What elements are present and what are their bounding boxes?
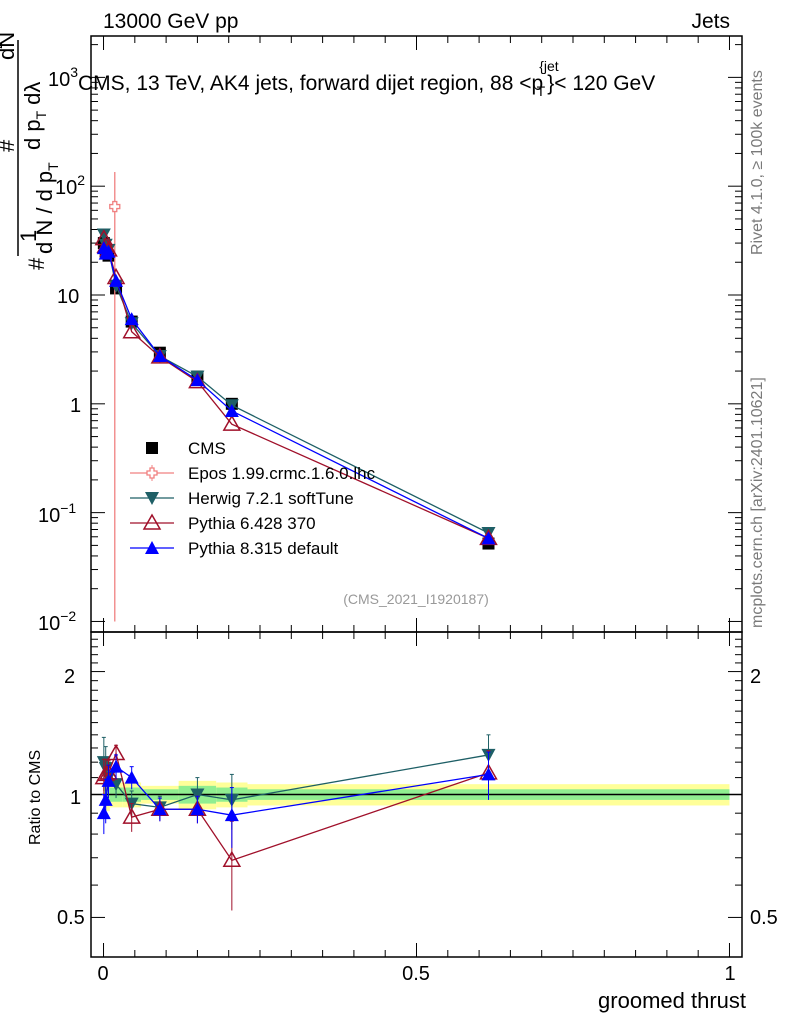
y-title-dlambda: dλ: [20, 82, 45, 105]
ratio-y-tick-2-left: 2: [64, 666, 75, 688]
main-point-pythia6: [222, 414, 242, 431]
y-title-one: 1: [16, 230, 41, 242]
main-point-pythia8: [481, 531, 496, 545]
legend-label-pythia6: Pythia 6.428 370: [188, 514, 316, 533]
legend-label-herwig: Herwig 7.2.1 softTune: [188, 489, 354, 508]
ratio-y-title: Ratio to CMS: [27, 750, 44, 845]
ratio-point-pythia6: [222, 850, 242, 868]
ratio-point-pythia8: [190, 802, 205, 816]
svg-text:#: #: [24, 257, 49, 270]
y-title-dpt-sub: T: [33, 110, 49, 119]
ratio-y-tick-2-right: 2: [750, 666, 761, 688]
y-tick-label-10: 10: [57, 286, 79, 308]
rivet-label: Rivet 4.1.0, ≥ 100k events: [749, 70, 766, 255]
plot-title-sub: T: [537, 83, 546, 99]
y-tick-label-0.01: 10−2: [38, 608, 76, 635]
plot-title-main: CMS, 13 TeV, AK4 jets, forward dijet reg…: [78, 72, 543, 95]
main-point-herwig: [96, 228, 111, 242]
main-point-epos: [109, 200, 121, 213]
legend-marker-epos: [146, 467, 158, 479]
ratio-y-tick-0.5-left: 0.5: [57, 907, 85, 929]
legend-marker-pythia6: [142, 513, 162, 530]
analysis-id: (CMS_2021_I1920187): [343, 591, 489, 607]
ratio-point-pythia8: [124, 770, 139, 784]
svg-text:2: 2: [0, 41, 5, 49]
main-point-pythia8: [109, 273, 124, 287]
ratio-point-pythia8: [152, 802, 167, 816]
legend-marker-herwig: [145, 492, 159, 505]
plot-title: CMS, 13 TeV, AK4 jets, forward dijet reg…: [78, 58, 655, 99]
x-tick-label-0.5: 0.5: [402, 963, 430, 985]
y-title-denominator: d N / d p: [32, 171, 57, 254]
main-point-pythia6: [122, 322, 141, 339]
header-right: Jets: [691, 10, 730, 33]
svg-text:1: 1: [16, 230, 41, 242]
header-left: 13000 GeV pp: [103, 10, 238, 33]
legend-marker-pythia8: [145, 541, 159, 554]
ratio-point-pythia8: [481, 767, 496, 781]
ratio-y-tick-1-left: 1: [70, 787, 81, 809]
svg-text:dN: dN: [0, 32, 19, 60]
y-tick-label-100: 102: [55, 172, 85, 199]
legend-label-cms: CMS: [188, 439, 226, 458]
y-tick-label-0.1: 10−1: [38, 500, 76, 527]
main-point-pythia8: [124, 312, 139, 326]
mcplots-label: mcplots.cern.ch [arXiv:2401.10621]: [749, 377, 766, 628]
legend-label-pythia8: Pythia 8.315 default: [188, 539, 339, 558]
main-point-pythia8: [190, 373, 205, 387]
ratio-point-pythia8: [96, 806, 111, 820]
ratio-y-tick-0.5-right: 0.5: [750, 907, 778, 929]
x-tick-label-1: 1: [724, 963, 735, 985]
main-point-pythia8: [224, 403, 239, 417]
x-tick-label-0: 0: [97, 963, 108, 985]
svg-text:#: #: [0, 139, 19, 152]
plot-title-sup: {jet: [539, 58, 559, 74]
y-title-d: d: [0, 48, 19, 60]
main-point-pythia6: [150, 347, 170, 364]
ratio-point-pythia8: [224, 808, 239, 822]
ratio-point-pythia8: [109, 759, 124, 773]
y-tick-label-1: 1: [70, 395, 81, 417]
x-axis-title: groomed thrust: [598, 988, 746, 1013]
ratio-point-pythia8: [101, 773, 116, 787]
main-point-pythia8: [101, 244, 116, 258]
plot-title-end: }< 120 GeV: [547, 72, 655, 95]
y-tick-label-1000: 103: [48, 64, 78, 91]
svg-text:d pTdλ: d pTdλ: [20, 82, 49, 150]
y-axis-title: # 1 d N / d pT # d pTdλ dN 2: [0, 32, 61, 270]
y-title-hash2: #: [0, 139, 19, 152]
ratio-point-herwig: [190, 788, 205, 802]
y-title-hash: #: [24, 257, 49, 270]
legend-label-epos: Epos 1.99.crmc.1.6.0.lhc: [188, 464, 376, 483]
legend-marker-cms: [146, 442, 158, 454]
y-title-N: N: [0, 32, 19, 48]
y-title-dpt: d p: [20, 119, 45, 150]
ratio-point-pythia6: [122, 807, 141, 824]
y-title-denominator-sub: T: [45, 162, 61, 171]
ratio-point-pythia8: [98, 792, 113, 806]
y-title-power: 2: [0, 41, 5, 49]
main-point-pythia8: [152, 349, 167, 363]
svg-text:d N / d pT: d N / d pT: [32, 162, 61, 254]
